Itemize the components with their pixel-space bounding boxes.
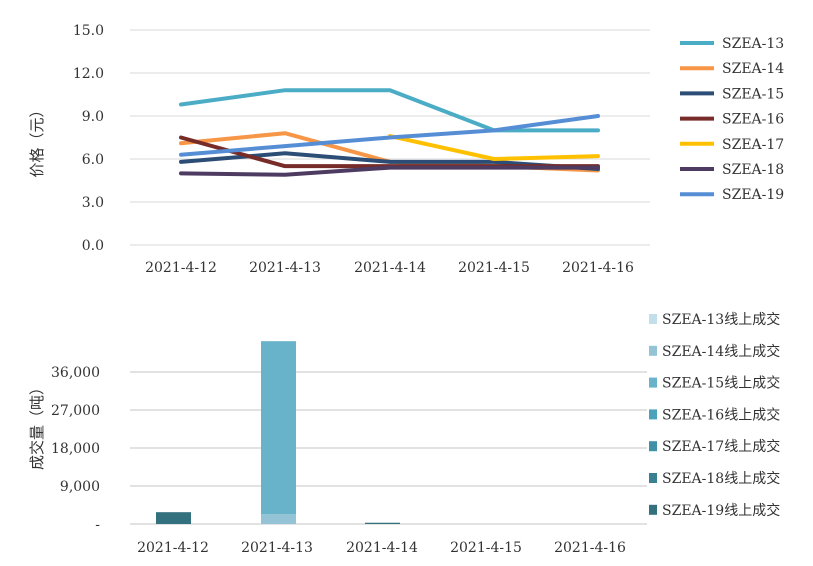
y-tick-label: 0.0	[82, 238, 104, 254]
price-y-axis-label: 价格（元）	[28, 102, 46, 177]
volume-bar-chart: - 9,000 18,000 27,000 36,000 2021-4-12 2021-4-…	[51, 311, 780, 556]
x-tick-label: 2021-4-15	[450, 540, 522, 556]
legend-label: SZEA-18	[722, 162, 784, 178]
legend-label: SZEA-13线上成交	[662, 311, 780, 328]
legend-swatch	[649, 345, 657, 356]
legend-swatch	[649, 314, 657, 324]
x-tick-label: 2021-4-12	[145, 260, 217, 276]
y-tick-label: 12.0	[73, 66, 104, 82]
x-tick-label: 2021-4-13	[241, 540, 313, 556]
series-line-szea-17	[388, 134, 600, 161]
price-line-chart: 0.0 3.0 6.0 9.0 12.0 15.0 2021-4-12 2021-4-13 20…	[73, 23, 784, 276]
y-tick-label: -	[95, 517, 100, 533]
legend-label: SZEA-15线上成交	[662, 375, 780, 392]
legend-label: SZEA-17	[722, 137, 784, 153]
legend-swatch	[649, 409, 657, 420]
legend-label: SZEA-19线上成交	[662, 502, 780, 519]
y-tick-label: 15.0	[73, 23, 104, 39]
x-tick-label: 2021-4-15	[458, 260, 530, 276]
x-tick-label: 2021-4-13	[249, 260, 321, 276]
x-tick-label: 2021-4-16	[562, 260, 634, 276]
legend-swatch	[649, 473, 657, 483]
series-line-szea-18	[179, 165, 600, 177]
y-tick-label: 9,000	[60, 479, 100, 495]
x-tick-label: 2021-4-16	[554, 540, 626, 556]
y-tick-label: 9.0	[82, 109, 104, 125]
legend-swatch	[649, 441, 657, 452]
legend-label: SZEA-14线上成交	[662, 343, 780, 360]
legend-label: SZEA-18线上成交	[662, 470, 780, 487]
bar-segment	[261, 341, 296, 515]
legend-label: SZEA-13	[722, 36, 784, 52]
legend-swatch	[649, 504, 657, 515]
legend-label: SZEA-17线上成交	[662, 438, 780, 455]
legend-label: SZEA-16	[722, 112, 784, 128]
legend-label: SZEA-15	[722, 86, 784, 102]
legend-label: SZEA-19	[722, 187, 784, 203]
bar-segment	[261, 514, 296, 524]
x-tick-label: 2021-4-14	[354, 260, 426, 276]
y-tick-label: 27,000	[51, 403, 100, 419]
y-tick-label: 36,000	[51, 365, 100, 381]
legend-label: SZEA-16线上成交	[662, 406, 780, 423]
legend-label: SZEA-14	[722, 61, 784, 77]
y-tick-label: 18,000	[51, 441, 100, 457]
y-tick-label: 6.0	[82, 152, 104, 168]
x-tick-label: 2021-4-14	[346, 540, 418, 556]
x-tick-label: 2021-4-12	[137, 540, 209, 556]
bar-segment	[156, 512, 191, 524]
bar-segment	[365, 522, 400, 524]
y-tick-label: 3.0	[82, 195, 104, 211]
volume-y-axis-label: 成交量（吨）	[28, 380, 46, 470]
legend-swatch	[649, 377, 657, 388]
